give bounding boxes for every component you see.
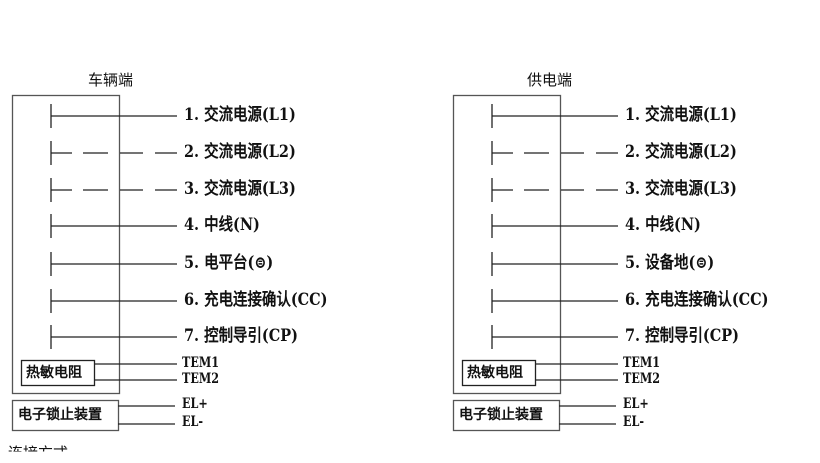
lock-box (11, 399, 120, 432)
pin-label: 5. 设备地(⊜) (625, 253, 715, 273)
wiring-diagram (11, 94, 177, 432)
pin-label: 6. 充电连接确认(CC) (625, 290, 769, 310)
panel-title: 供电端 (527, 71, 573, 89)
pin-label: 3. 交流电源(L3) (625, 179, 737, 199)
connector-housing (452, 94, 562, 395)
lock-pin-label: EL+ (182, 396, 208, 412)
lock-label: 电子锁止装置 (18, 407, 102, 423)
lock-box (452, 399, 561, 432)
thermistor-box (20, 359, 96, 387)
pin-label: 6. 充电连接确认(CC) (184, 290, 328, 310)
panel-title: 车辆端 (88, 71, 134, 89)
pin-label: 1. 交流电源(L1) (625, 105, 737, 125)
thermistor-label: 热敏电阻 (26, 365, 82, 381)
pin-label: 4. 中线(N) (625, 215, 701, 235)
pin-label: 7. 控制导引(CP) (625, 326, 739, 346)
thermistor-pin-label: TEM2 (623, 371, 661, 387)
lock-pin-label: EL- (623, 414, 645, 430)
pin-label: 3. 交流电源(L3) (184, 179, 296, 199)
vehicle-side-panel: 车辆端 1. 交流电源(L1) 2. 交流电源(L2) 3. 交流电源(L3) 4. 中… (0, 0, 380, 450)
pin-label: 7. 控制导引(CP) (184, 326, 298, 346)
thermistor-label: 热敏电阻 (467, 365, 523, 381)
pin-label: 1. 交流电源(L1) (184, 105, 296, 125)
connector-housing (11, 94, 121, 395)
pin-label: 2. 交流电源(L2) (625, 142, 737, 162)
wiring-diagram (452, 94, 618, 432)
footer-clipped-text: 连接方式 (8, 444, 69, 462)
pin-label: 4. 中线(N) (184, 215, 260, 235)
lock-pin-label: EL+ (623, 396, 649, 412)
thermistor-pin-label: TEM1 (182, 355, 220, 371)
thermistor-box (461, 359, 537, 387)
supply-side-panel: 供电端 1. 交流电源(L1) 2. 交流电源(L2) 3. 交流电源(L3) 4. 中… (441, 0, 820, 450)
thermistor-pin-label: TEM2 (182, 371, 220, 387)
thermistor-pin-label: TEM1 (623, 355, 661, 371)
pin-label: 5. 电平台(⊜) (184, 253, 274, 273)
lock-pin-label: EL- (182, 414, 204, 430)
pin-label: 2. 交流电源(L2) (184, 142, 296, 162)
lock-label: 电子锁止装置 (459, 407, 543, 423)
